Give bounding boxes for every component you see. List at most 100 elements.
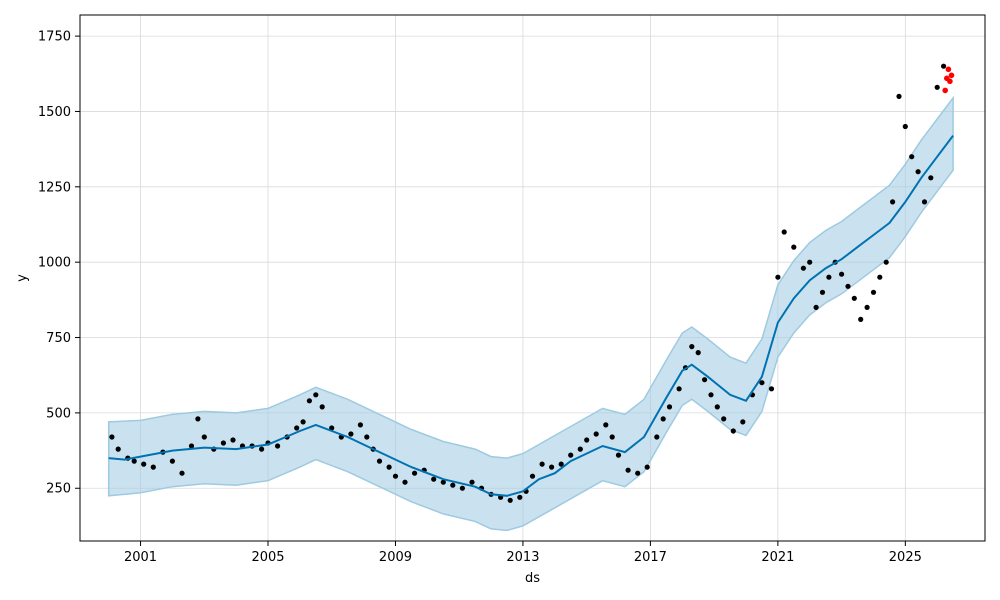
observed-point xyxy=(179,470,185,476)
observed-point xyxy=(220,440,226,446)
observed-point xyxy=(721,416,727,422)
observed-point xyxy=(150,464,156,470)
observed-point xyxy=(813,304,819,310)
observed-point xyxy=(934,84,940,90)
trend-line xyxy=(108,134,954,497)
observed-point xyxy=(800,265,807,271)
observed-point xyxy=(201,434,207,440)
x-tick-label: 2009 xyxy=(379,550,412,565)
x-tick-label: 2017 xyxy=(634,550,667,565)
observed-point xyxy=(826,274,832,280)
observed-point xyxy=(357,422,363,428)
y-tick-label: 1250 xyxy=(38,180,71,195)
observed-point xyxy=(141,461,147,467)
observed-point xyxy=(131,458,137,464)
observed-point xyxy=(376,458,383,464)
observed-point xyxy=(666,404,673,410)
trend-line-path xyxy=(108,134,954,497)
x-tick-label: 2005 xyxy=(251,550,284,565)
observed-point xyxy=(858,316,864,322)
observed-point xyxy=(329,425,335,431)
x-tick-label: 2001 xyxy=(124,550,157,565)
observed-point xyxy=(539,461,545,467)
observed-point xyxy=(759,380,765,386)
observed-point xyxy=(702,377,708,383)
observed-point xyxy=(909,154,915,160)
observed-point xyxy=(115,446,121,452)
observed-point xyxy=(781,229,787,235)
observed-point xyxy=(517,494,523,500)
observed-point xyxy=(740,419,746,425)
x-tick-label: 2025 xyxy=(889,550,922,565)
observed-point xyxy=(689,344,695,350)
observed-point xyxy=(603,422,609,428)
observed-point xyxy=(230,437,236,443)
observed-point xyxy=(300,419,306,425)
observed-point xyxy=(845,283,851,289)
observed-point xyxy=(348,431,354,437)
future-point xyxy=(947,78,953,85)
observed-point xyxy=(306,398,312,404)
observed-point xyxy=(412,470,418,476)
observed-point xyxy=(864,304,870,310)
observed-point xyxy=(615,452,622,458)
observed-point xyxy=(839,271,845,277)
observed-point xyxy=(529,473,536,479)
observed-point xyxy=(392,473,399,479)
x-axis-label: ds xyxy=(525,571,540,586)
observed-point xyxy=(896,93,902,99)
observed-point xyxy=(883,259,889,265)
observed-point xyxy=(169,458,175,464)
observed-point xyxy=(507,497,513,503)
observed-point xyxy=(870,289,877,295)
observed-point xyxy=(402,479,408,485)
observed-point xyxy=(819,289,826,295)
y-tick-label: 1750 xyxy=(38,30,71,45)
observed-point xyxy=(890,199,896,205)
y-axis-label: y xyxy=(15,274,30,282)
observed-point xyxy=(188,443,195,449)
future-point xyxy=(942,87,948,94)
y-tick-label: 750 xyxy=(46,331,71,346)
observed-point xyxy=(294,425,300,431)
observed-point xyxy=(635,470,641,476)
observed-point xyxy=(577,446,583,452)
observed-point xyxy=(851,295,857,301)
observed-point xyxy=(941,63,947,69)
y-tick-label: 1000 xyxy=(38,256,71,271)
observed-point xyxy=(593,431,599,437)
future-point xyxy=(948,72,955,79)
observed-point xyxy=(386,464,392,470)
future-points xyxy=(942,66,955,94)
observed-point xyxy=(275,443,281,449)
observed-point xyxy=(877,274,883,280)
observed-point xyxy=(319,404,325,410)
observed-point xyxy=(807,259,813,265)
observed-point xyxy=(928,175,934,181)
observed-point xyxy=(676,386,682,392)
observed-point xyxy=(450,482,456,488)
observed-point xyxy=(654,434,660,440)
observed-point xyxy=(469,479,475,485)
observed-point xyxy=(109,434,115,440)
observed-point xyxy=(660,416,666,422)
observed-point xyxy=(791,244,797,250)
y-tick-label: 250 xyxy=(46,482,71,497)
y-tick-label: 1500 xyxy=(38,105,71,120)
observed-point xyxy=(915,169,921,175)
observed-points xyxy=(109,63,947,503)
observed-point xyxy=(730,428,736,434)
observed-point xyxy=(695,350,701,356)
observed-point xyxy=(313,392,319,398)
observed-point xyxy=(195,416,201,422)
y-axis-ticks: 250 500 750 1000 1250 1500 1750 xyxy=(38,30,80,497)
observed-point xyxy=(431,476,437,482)
future-point xyxy=(945,66,952,73)
observed-point xyxy=(459,485,465,491)
observed-point xyxy=(584,437,590,443)
observed-point xyxy=(921,199,928,205)
plot-frame xyxy=(79,14,986,542)
observed-point xyxy=(775,274,781,280)
observed-point xyxy=(902,123,908,130)
